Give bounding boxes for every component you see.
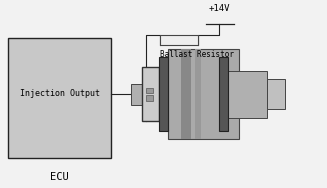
Text: Injection Output: Injection Output: [20, 89, 100, 99]
Bar: [146, 95, 153, 101]
Bar: [131, 84, 146, 105]
Bar: [159, 57, 168, 131]
Bar: [146, 88, 153, 93]
Text: +14V: +14V: [209, 4, 231, 13]
Bar: [168, 49, 239, 139]
Bar: [195, 49, 201, 139]
Bar: [8, 38, 111, 158]
Text: Ballast Resistor: Ballast Resistor: [160, 50, 234, 59]
Bar: [181, 49, 191, 139]
Bar: [228, 70, 267, 118]
Text: ECU: ECU: [50, 172, 69, 182]
Bar: [160, 35, 198, 45]
Bar: [267, 79, 285, 109]
Bar: [219, 57, 228, 131]
Bar: [142, 67, 159, 121]
